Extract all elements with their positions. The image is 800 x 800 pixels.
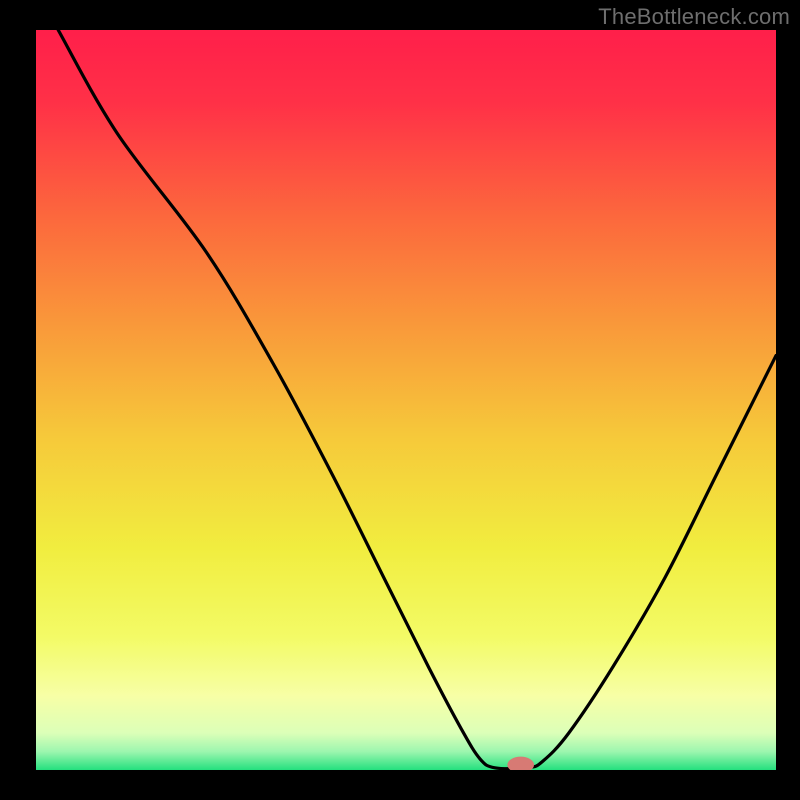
watermark-text: TheBottleneck.com (598, 4, 790, 30)
chart-frame: TheBottleneck.com (0, 0, 800, 800)
gradient-background (36, 30, 776, 770)
plot-area (36, 30, 776, 770)
bottleneck-chart (36, 30, 776, 770)
